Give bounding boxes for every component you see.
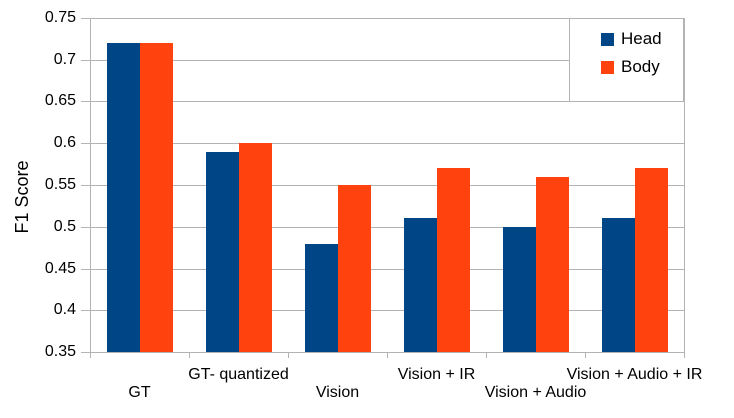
- y-axis-line: [90, 18, 91, 352]
- x-axis-tick: [288, 352, 289, 358]
- legend-item-body: Body: [601, 57, 683, 77]
- bar-head-1: [106, 43, 140, 352]
- x-axis-tick: [90, 352, 91, 358]
- x-category-label: Vision + Audio + IR: [566, 366, 703, 383]
- y-axis-tick: [81, 143, 90, 144]
- y-tick-label: 0.55: [44, 176, 76, 193]
- x-category-label: Vision: [315, 384, 360, 401]
- legend-label: Head: [621, 29, 662, 48]
- gridline: [90, 227, 684, 228]
- x-category-label: GT- quantized: [188, 366, 289, 383]
- x-axis-tick: [486, 352, 487, 358]
- x-axis-tick: [387, 352, 388, 358]
- gridline: [90, 143, 684, 144]
- y-tick-label: 0.45: [44, 260, 76, 277]
- y-tick-label: 0.5: [53, 218, 76, 235]
- bar-body-1: [139, 43, 173, 352]
- bar-body-2: [238, 143, 272, 353]
- legend-label: Body: [621, 57, 660, 76]
- y-tick-label: 0.7: [53, 51, 76, 68]
- bar-head-3: [304, 243, 338, 352]
- bar-body-4: [436, 168, 470, 352]
- bar-head-2: [205, 151, 239, 352]
- head-color-swatch: [601, 32, 614, 46]
- bar-body-6: [634, 168, 668, 352]
- y-axis-tick: [81, 18, 90, 19]
- y-tick-label: 0.4: [53, 301, 76, 318]
- bar-head-4: [403, 218, 437, 352]
- y-axis-tick: [81, 60, 90, 61]
- bar-head-6: [601, 218, 635, 352]
- plot-right-border: [684, 18, 685, 353]
- x-category-label: Vision + IR: [397, 366, 476, 383]
- y-axis-tick: [81, 352, 90, 353]
- y-axis-tick: [81, 310, 90, 311]
- body-color-swatch: [601, 60, 614, 74]
- gridline: [90, 185, 684, 186]
- x-category-label: GT: [128, 384, 151, 401]
- gridline: [90, 101, 684, 102]
- gridline: [90, 60, 684, 61]
- x-category-label: Vision + Audio: [484, 384, 587, 401]
- legend: Head Body: [569, 18, 684, 102]
- gridline: [90, 310, 684, 311]
- gridline: [90, 18, 684, 19]
- y-tick-label: 0.75: [44, 9, 76, 26]
- y-axis-tick: [81, 101, 90, 102]
- y-axis-tick: [81, 185, 90, 186]
- y-axis-title: F1 Score: [12, 160, 32, 234]
- y-tick-label: 0.65: [44, 92, 76, 109]
- bar-head-5: [502, 226, 536, 353]
- bar-body-3: [337, 185, 371, 352]
- x-axis-tick: [189, 352, 190, 358]
- x-axis-tick: [684, 352, 685, 358]
- y-tick-label: 0.35: [44, 343, 76, 360]
- x-axis-tick: [585, 352, 586, 358]
- legend-item-head: Head: [601, 29, 683, 49]
- y-axis-tick: [81, 227, 90, 228]
- y-axis-tick: [81, 269, 90, 270]
- gridline: [90, 269, 684, 270]
- y-tick-label: 0.6: [53, 134, 76, 151]
- bar-body-5: [535, 176, 569, 352]
